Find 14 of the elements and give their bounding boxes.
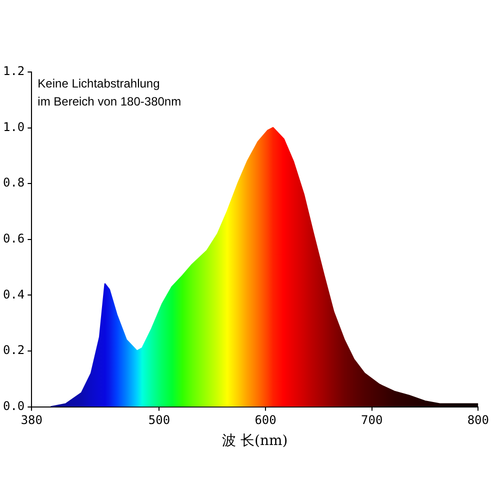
x-tick-label: 380 <box>20 413 43 428</box>
y-tick-label: 1.2 <box>2 64 25 78</box>
y-tick-label: 0.8 <box>2 176 25 190</box>
x-tick-label: 500 <box>148 413 170 428</box>
x-tick-label: 600 <box>254 413 276 428</box>
y-tick-label: 0.6 <box>2 232 25 246</box>
y-tick-label: 0.4 <box>2 287 25 302</box>
y-tick-label: 1.0 <box>2 120 25 134</box>
annotation: Keine Lichtabstrahlung im Bereich von 180-380nm <box>38 76 182 108</box>
y-tick-label: 0.0 <box>2 398 25 413</box>
x-tick-label: 700 <box>361 413 383 428</box>
y-tick-label: 0.2 <box>2 343 25 358</box>
x-axis-title: 波 长(nm) <box>222 433 288 450</box>
x-tick-label: 800 <box>467 413 490 428</box>
